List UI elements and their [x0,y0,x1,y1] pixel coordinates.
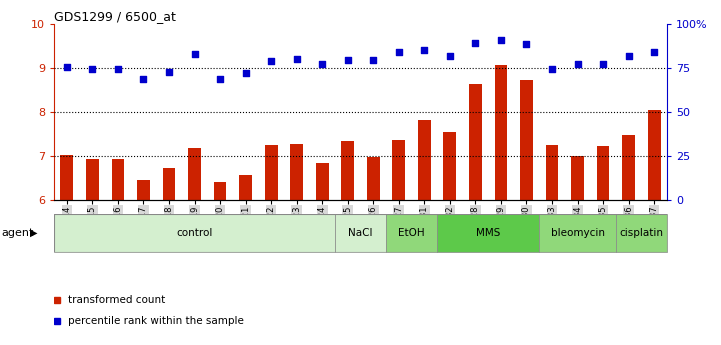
Bar [341,141,354,200]
Bar [335,214,386,252]
Text: EtOH: EtOH [398,228,425,238]
Bar [112,159,124,200]
Bar [188,148,201,200]
Bar [316,163,329,200]
Text: agent: agent [1,228,34,238]
Point [547,66,558,72]
Bar [647,110,660,200]
Point [291,57,302,62]
Point [521,41,532,47]
Point [189,51,200,57]
Point [368,58,379,63]
Bar [86,159,99,200]
Point [163,69,174,75]
Bar [213,181,226,200]
Bar [163,168,175,200]
Bar [61,155,74,200]
Text: bleomycin: bleomycin [551,228,604,238]
Point [648,49,660,55]
Text: cisplatin: cisplatin [619,228,663,238]
Bar [597,146,609,200]
Point [419,47,430,52]
Point [342,58,353,63]
Point [623,53,634,59]
Point [444,53,456,59]
Text: ▶: ▶ [30,228,37,238]
Bar [367,157,380,200]
Point [393,50,404,55]
Bar [54,214,335,252]
Point [469,40,481,46]
Bar [239,175,252,200]
Bar [443,132,456,200]
Bar [622,136,635,200]
Point [240,71,252,76]
Text: control: control [177,228,213,238]
Point [597,61,609,67]
Point [572,61,583,67]
Point [265,58,277,63]
Bar [520,80,533,200]
Point [112,67,124,72]
Bar [418,120,430,200]
Point [138,76,149,82]
Point [495,37,507,42]
Point [61,65,73,70]
Bar [392,140,405,200]
Text: NaCl: NaCl [348,228,373,238]
Point [87,67,98,72]
Bar [495,65,508,200]
Bar [386,214,437,252]
Text: percentile rank within the sample: percentile rank within the sample [68,316,244,326]
Text: MMS: MMS [476,228,500,238]
Point [317,61,328,67]
Bar [616,214,667,252]
Text: GDS1299 / 6500_at: GDS1299 / 6500_at [54,10,176,23]
Point [214,76,226,82]
Bar [539,214,616,252]
Bar [291,144,303,200]
Bar [137,180,150,200]
Bar [546,145,558,200]
Bar [265,145,278,200]
Bar [469,83,482,200]
Text: transformed count: transformed count [68,295,165,305]
Bar [437,214,539,252]
Bar [571,156,584,200]
